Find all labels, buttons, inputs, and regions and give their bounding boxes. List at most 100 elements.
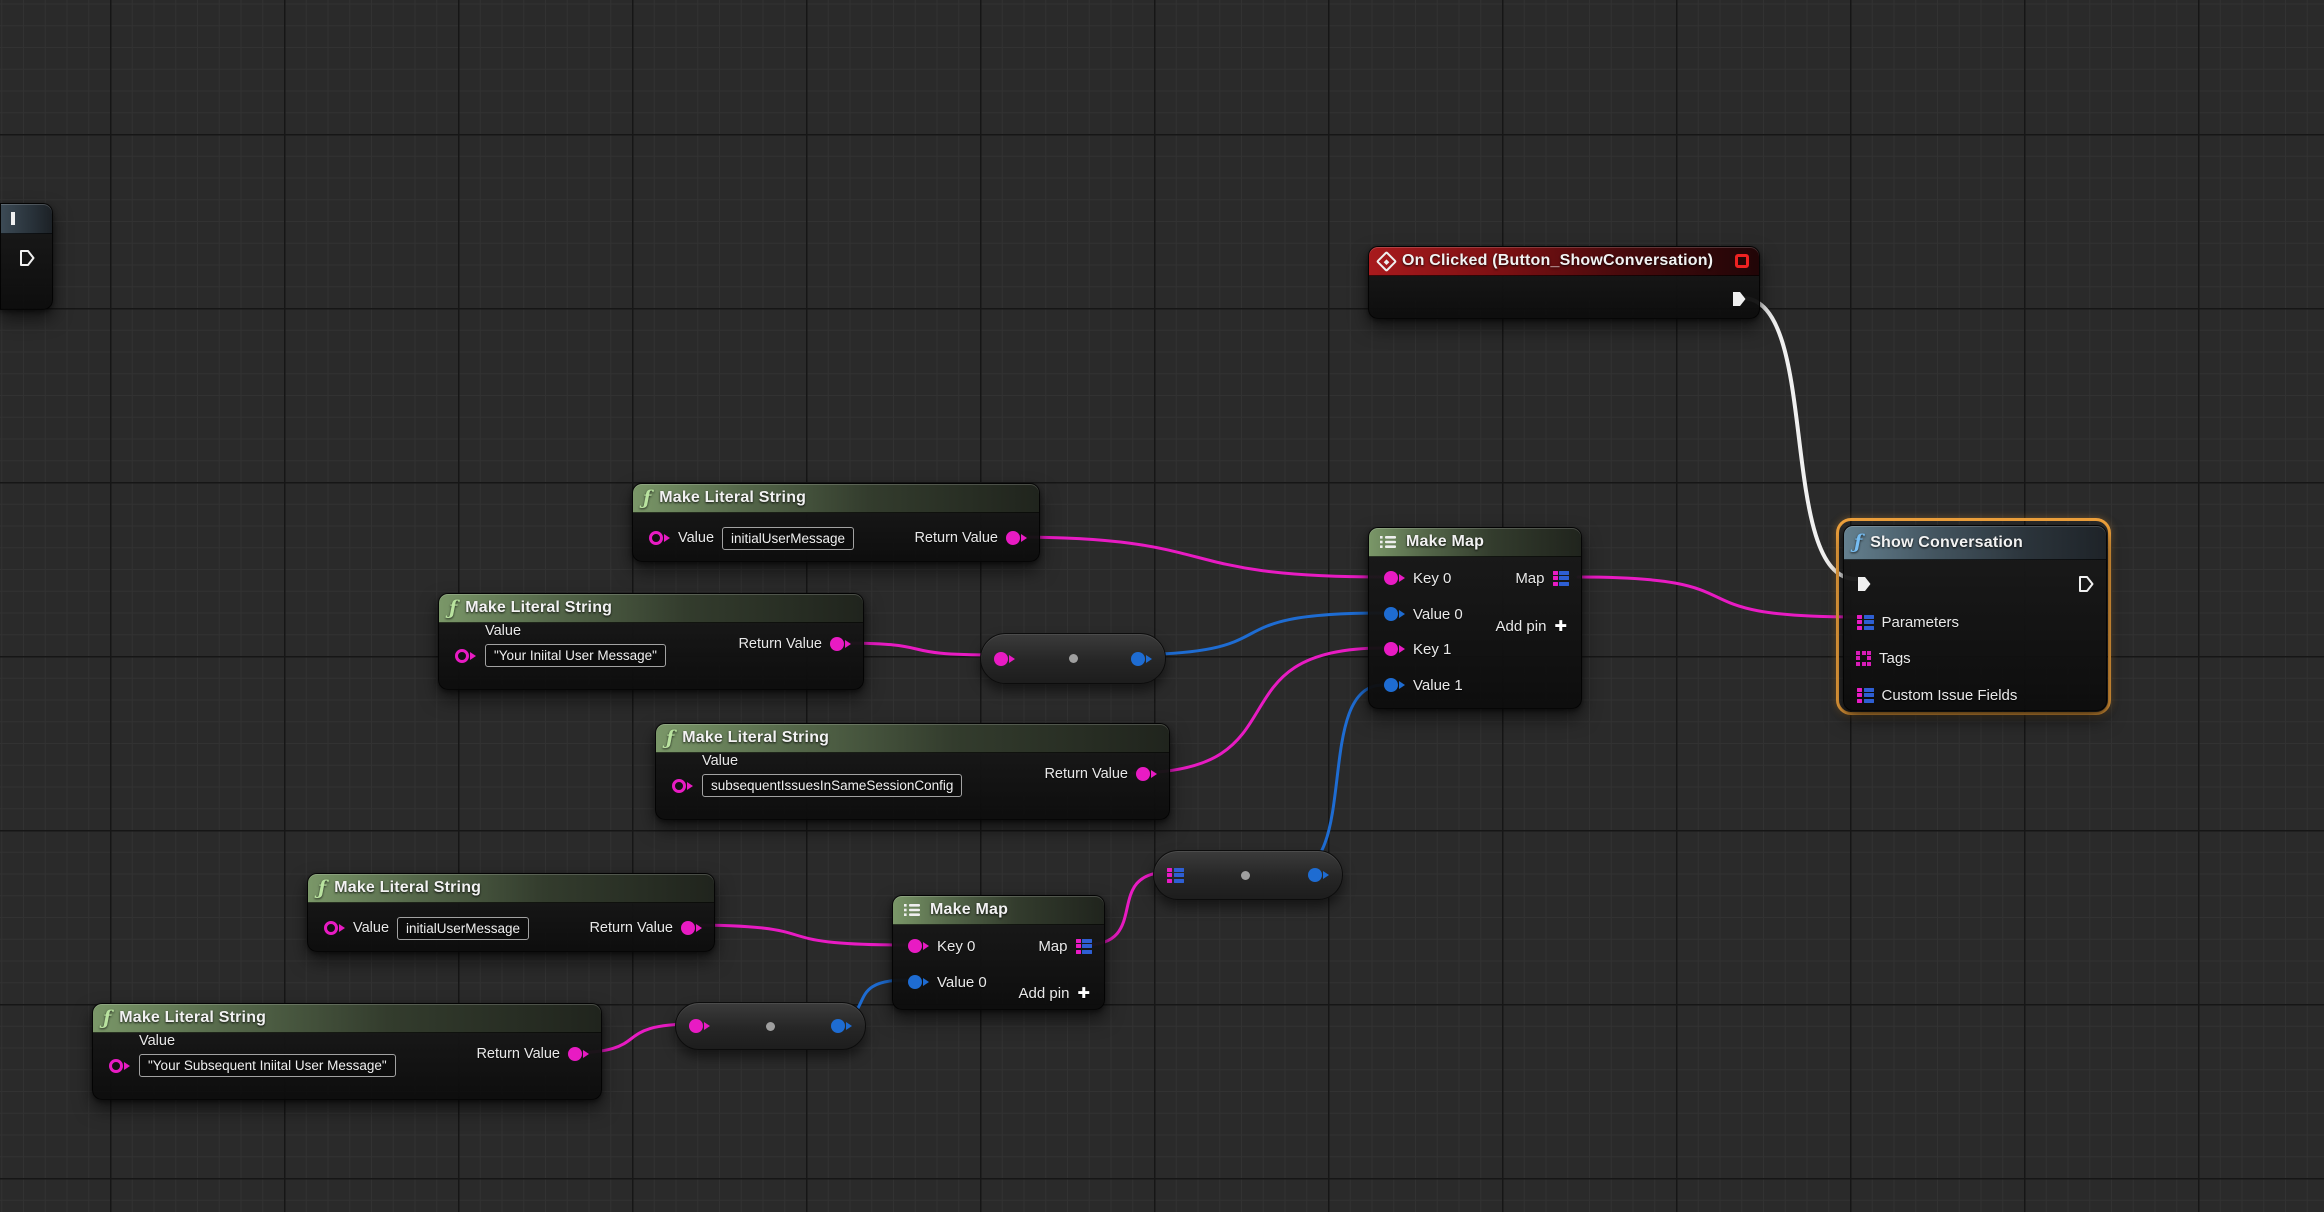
value-row: Value initialUserMessage <box>649 525 855 551</box>
map-input-pin-2[interactable] <box>1857 687 1874 703</box>
return-value-pin[interactable] <box>568 1047 589 1061</box>
reroute-node-reroute-3[interactable] <box>675 1002 866 1050</box>
value-label-row: Value <box>139 1028 175 1054</box>
value-pin-row <box>672 773 693 799</box>
pin-label-2: Key 1 <box>1413 640 1452 658</box>
reroute-out-pin[interactable] <box>1131 651 1152 666</box>
reroute-dot <box>766 1021 775 1031</box>
return-value-pin[interactable] <box>681 921 702 935</box>
node-make-map-1[interactable]: Make Map Key 0 Value 0 Key 1 Value 1 Map Add p… <box>1368 527 1582 709</box>
map-input-pin-0[interactable] <box>1857 614 1874 630</box>
pin-value-0[interactable] <box>1384 607 1405 621</box>
add-pin-label: Add pin <box>1018 984 1070 1002</box>
value-textbox[interactable]: "Your Subsequent Iniital User Message" <box>139 1054 396 1077</box>
value-input-pin[interactable] <box>455 649 476 663</box>
return-value-pin[interactable] <box>830 637 851 651</box>
input-pin-row: Custom Issue Fields <box>1857 682 2017 708</box>
value-pin-label: Value <box>702 753 739 769</box>
node-header <box>1 204 52 234</box>
function-icon: ƒ <box>449 596 458 619</box>
pin-key-0[interactable] <box>908 939 929 953</box>
reroute-map-in-pin[interactable] <box>1167 867 1184 883</box>
pin-key-1[interactable] <box>1384 642 1405 656</box>
reroute-out-pin-circle <box>831 1019 845 1033</box>
value-textbox[interactable]: "Your Iniital User Message" <box>485 644 666 667</box>
value-textbox[interactable]: initialUserMessage <box>397 916 530 940</box>
node-make-literal-string-5[interactable]: ƒ Make Literal String Value "Your Subsequen… <box>92 1003 602 1100</box>
pin-value-1-circle <box>1384 678 1398 692</box>
return-row: Return Value <box>738 631 851 657</box>
pin-row-key-0: Key 0 <box>1384 565 1451 591</box>
value-input-pin[interactable] <box>324 921 345 935</box>
map-input-pin-0-key-sq <box>1857 620 1862 624</box>
reroute-out-pin[interactable] <box>1308 868 1329 882</box>
tags-set-pin[interactable] <box>1856 650 1871 666</box>
map-output-pin[interactable] <box>1552 570 1569 586</box>
reroute-node-reroute-2[interactable] <box>1153 850 1343 900</box>
value-label-row: Value <box>702 748 738 774</box>
pin-value-0-tail <box>923 978 929 986</box>
node-on-clicked-event[interactable]: On Clicked (Button_ShowConversation) <box>1368 246 1760 319</box>
function-icon: ƒ <box>643 486 652 509</box>
map-output-pin[interactable] <box>1075 938 1092 954</box>
node-header: Make Map <box>1369 528 1581 557</box>
delegate-pin-icon[interactable] <box>1735 254 1749 268</box>
node-header: On Clicked (Button_ShowConversation) <box>1369 247 1759 276</box>
pin-key-0[interactable] <box>1384 571 1405 585</box>
map-output-row: Map <box>1515 565 1569 591</box>
function-icon: ƒ <box>1854 531 1863 553</box>
return-value-pin[interactable] <box>1006 531 1027 545</box>
value-pin-row <box>455 643 476 669</box>
exec-out-pin[interactable] <box>19 249 35 267</box>
node-partial-node[interactable] <box>0 203 53 310</box>
add-pin-row[interactable]: Add pin ✚ <box>1496 613 1567 639</box>
map-output-pin-key-sq <box>1075 944 1081 948</box>
value-textbox[interactable]: subsequentIssuesInSameSessionConfig <box>702 774 963 797</box>
reroute-in-pin-tail <box>704 1022 710 1030</box>
return-row: Return Value <box>914 525 1027 551</box>
add-pin-plus-icon[interactable]: ✚ <box>1554 617 1567 635</box>
node-show-conversation[interactable]: ƒ Show Conversation Parameters Tags Custom I… <box>1843 525 2107 711</box>
value-input-pin-tail <box>339 924 345 932</box>
add-pin-plus-icon[interactable]: ✚ <box>1077 984 1090 1002</box>
map-output-pin-key-sq <box>1075 938 1081 943</box>
node-header: ƒ Make Literal String <box>93 1004 601 1033</box>
value-textbox[interactable]: initialUserMessage <box>722 526 855 550</box>
tags-set-pin-sq <box>1867 656 1871 660</box>
exec-in-pin[interactable] <box>1856 575 1872 593</box>
reroute-out-pin-tail <box>1146 654 1152 663</box>
node-make-literal-string-3[interactable]: ƒ Make Literal String Value subsequentIssue… <box>655 723 1170 820</box>
reroute-out-pin[interactable] <box>831 1019 852 1033</box>
tags-set-pin-sq <box>1861 650 1866 655</box>
reroute-dot <box>1068 654 1078 663</box>
return-value-pin[interactable] <box>1136 767 1157 781</box>
exec-out-pin[interactable] <box>2078 575 2094 593</box>
add-pin-row[interactable]: Add pin ✚ <box>1019 980 1090 1006</box>
reroute-in-pin[interactable] <box>994 651 1015 666</box>
reroute-in-pin[interactable] <box>689 1019 710 1033</box>
node-make-map-2[interactable]: Make Map Key 0 Value 0 Map Add pin ✚ <box>892 895 1105 1010</box>
value-input-pin[interactable] <box>649 531 670 545</box>
node-make-literal-string-2[interactable]: ƒ Make Literal String Value "Your Iniital U… <box>438 593 864 690</box>
reroute-in-pin-tail <box>1009 654 1015 663</box>
reroute-map-in-pin-val-bar <box>1173 867 1184 872</box>
reroute-dot <box>1241 870 1251 880</box>
map-input-pin-0-val-bar <box>1863 614 1874 619</box>
pin-value-1[interactable] <box>1384 678 1405 692</box>
map-output-label: Map <box>1038 937 1068 955</box>
event-diamond-icon <box>1375 250 1398 272</box>
value-pin-row <box>109 1053 130 1079</box>
exec-out-pin[interactable] <box>1731 290 1747 308</box>
pin-label-parameters: Parameters <box>1881 613 1960 631</box>
tags-set-pin-sq <box>1856 650 1860 655</box>
value-input-pin[interactable] <box>672 779 693 793</box>
value-input-pin-tail <box>664 534 670 542</box>
node-make-literal-string-1[interactable]: ƒ Make Literal String Value initialUserMess… <box>632 483 1040 562</box>
node-make-literal-string-4[interactable]: ƒ Make Literal String Value initialUserMess… <box>307 873 715 952</box>
map-input-pin-2-val-bar <box>1863 693 1874 697</box>
pin-value-0[interactable] <box>908 975 929 989</box>
reroute-node-reroute-1[interactable] <box>980 633 1166 684</box>
pin-row-value-0: Value 0 <box>1384 601 1463 627</box>
value-input-pin[interactable] <box>109 1059 130 1073</box>
